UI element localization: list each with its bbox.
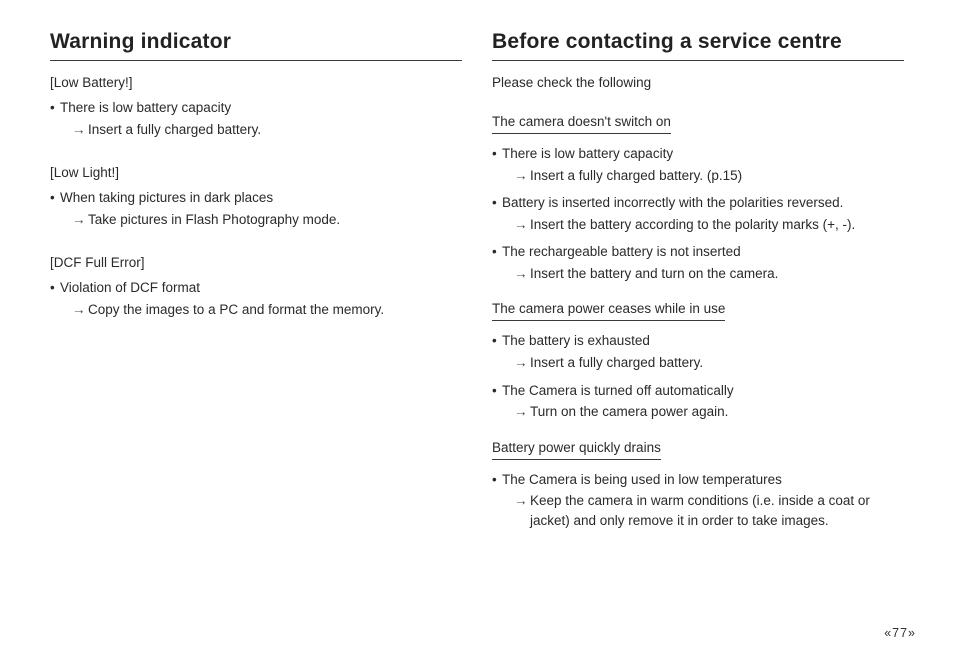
arrow-text: Insert a fully charged battery. xyxy=(88,120,462,140)
bullet-icon: • xyxy=(492,470,502,490)
bullet-item: • The Camera is turned off automatically xyxy=(492,381,904,401)
bullet-text: Battery is inserted incorrectly with the… xyxy=(502,193,904,213)
page-number-value: 77 xyxy=(892,626,908,640)
bullet-icon: • xyxy=(492,144,502,164)
right-heading: Before contacting a service centre xyxy=(492,28,904,61)
bullet-icon: • xyxy=(492,193,502,213)
bullet-text: Violation of DCF format xyxy=(60,278,462,298)
page-number: «77» xyxy=(884,626,916,640)
group-label: [Low Battery!] xyxy=(50,75,462,90)
arrow-icon: → xyxy=(514,264,530,284)
bullet-text: The Camera is being used in low temperat… xyxy=(502,470,904,490)
left-heading: Warning indicator xyxy=(50,28,462,61)
arrow-icon: → xyxy=(514,402,530,422)
subheading: The camera power ceases while in use xyxy=(492,301,725,321)
right-column: Before contacting a service centre Pleas… xyxy=(490,28,916,660)
bullet-item: • The Camera is being used in low temper… xyxy=(492,470,904,490)
arrow-item: → Insert a fully charged battery. xyxy=(514,353,904,373)
bullet-item: • Battery is inserted incorrectly with t… xyxy=(492,193,904,213)
arrow-item: → Insert a fully charged battery. xyxy=(72,120,462,140)
bullet-icon: • xyxy=(492,331,502,351)
bullet-item: • The rechargeable battery is not insert… xyxy=(492,242,904,262)
arrow-icon: → xyxy=(514,491,530,530)
arrow-icon: → xyxy=(72,210,88,230)
arrow-item: → Insert the battery and turn on the cam… xyxy=(514,264,904,284)
bullet-icon: • xyxy=(492,381,502,401)
arrow-text: Insert a fully charged battery. (p.15) xyxy=(530,166,904,186)
bullet-icon: • xyxy=(50,98,60,118)
arrow-item: → Copy the images to a PC and format the… xyxy=(72,300,462,320)
group-label: [DCF Full Error] xyxy=(50,255,462,270)
arrow-item: → Turn on the camera power again. xyxy=(514,402,904,422)
arrow-text: Turn on the camera power again. xyxy=(530,402,904,422)
bullet-text: There is low battery capacity xyxy=(60,98,462,118)
manual-page: Warning indicator [Low Battery!] • There… xyxy=(0,0,954,660)
arrow-item: → Keep the camera in warm conditions (i.… xyxy=(514,491,904,530)
group-label: [Low Light!] xyxy=(50,165,462,180)
bullet-item: • There is low battery capacity xyxy=(492,144,904,164)
bullet-item: • The battery is exhausted xyxy=(492,331,904,351)
arrow-text: Copy the images to a PC and format the m… xyxy=(88,300,462,320)
bullet-text: The rechargeable battery is not inserted xyxy=(502,242,904,262)
bullet-icon: • xyxy=(50,188,60,208)
arrow-text: Take pictures in Flash Photography mode. xyxy=(88,210,462,230)
arrow-icon: → xyxy=(72,120,88,140)
bullet-text: The Camera is turned off automatically xyxy=(502,381,904,401)
subheading: Battery power quickly drains xyxy=(492,440,661,460)
arrow-icon: → xyxy=(72,300,88,320)
bullet-item: • Violation of DCF format xyxy=(50,278,462,298)
bullet-icon: • xyxy=(492,242,502,262)
arrow-text: Insert the battery according to the pola… xyxy=(530,215,904,235)
arrow-icon: → xyxy=(514,215,530,235)
bullet-text: The battery is exhausted xyxy=(502,331,904,351)
intro-text: Please check the following xyxy=(492,75,904,90)
arrow-icon: → xyxy=(514,353,530,373)
arrow-item: → Take pictures in Flash Photography mod… xyxy=(72,210,462,230)
bullet-text: When taking pictures in dark places xyxy=(60,188,462,208)
arrow-text: Insert the battery and turn on the camer… xyxy=(530,264,904,284)
subheading: The camera doesn't switch on xyxy=(492,114,671,134)
left-column: Warning indicator [Low Battery!] • There… xyxy=(38,28,490,660)
bullet-text: There is low battery capacity xyxy=(502,144,904,164)
arrow-icon: → xyxy=(514,166,530,186)
bullet-item: • When taking pictures in dark places xyxy=(50,188,462,208)
arrow-item: → Insert the battery according to the po… xyxy=(514,215,904,235)
arrow-text: Keep the camera in warm conditions (i.e.… xyxy=(530,491,904,530)
bullet-item: • There is low battery capacity xyxy=(50,98,462,118)
bullet-icon: • xyxy=(50,278,60,298)
arrow-item: → Insert a fully charged battery. (p.15) xyxy=(514,166,904,186)
arrow-text: Insert a fully charged battery. xyxy=(530,353,904,373)
